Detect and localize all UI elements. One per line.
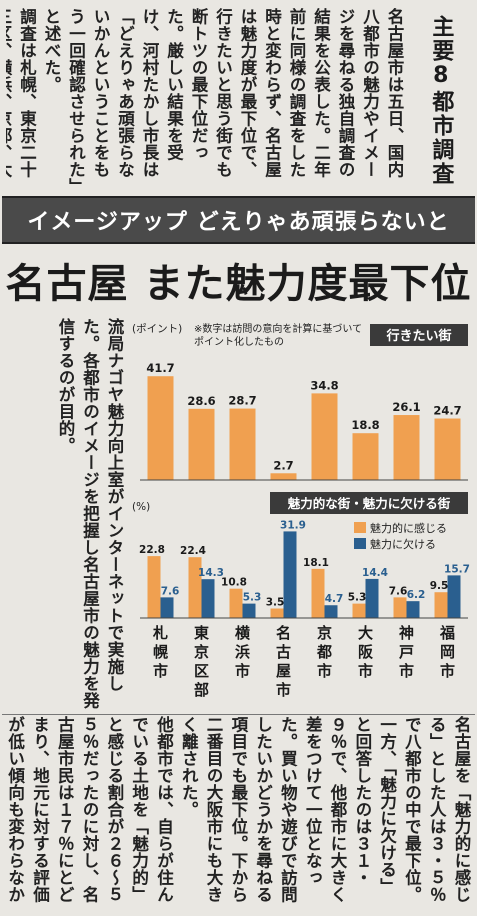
category-label-2-char-4: 部: [194, 681, 209, 699]
category-label-3-char-2: 浜: [235, 643, 250, 661]
chart2-bar-s1-5: [311, 568, 325, 618]
chart2-bar-s1-8: [434, 592, 448, 618]
chart2-value-label-s2-7: 6.2: [407, 589, 426, 601]
category-label-6-char-2: 阪: [358, 643, 374, 661]
chart-area: (ポイント) ※数字は訪問の意向を計算に基づいて ポイント化したもの 行きたい街 41.…: [130, 318, 473, 714]
chart1-title-box: [370, 324, 468, 346]
chart2-bar-s1-3: [229, 588, 243, 618]
chart2-bar-s1-7: [393, 597, 407, 618]
category-label-5-char-2: 都: [316, 643, 332, 661]
category-label-4-char-4: 市: [276, 681, 291, 699]
chart2-legend-label-1: 魅力的に感じる: [370, 521, 447, 535]
chart1-bar-2: [188, 408, 215, 480]
article-intro-column: 流局ナゴヤ魅力向上室がインターネットで実施した。各都市のイメージを把握し名古屋市…: [56, 318, 124, 709]
chart2-value-label-s2-1: 7.6: [161, 585, 180, 597]
category-label-1-char-1: 札: [152, 624, 168, 642]
article-top-body: 名古屋市は五日、国内八都市の魅力やイメージを尋ねる独自調査の結果を公表した。二年…: [6, 8, 404, 187]
chart2-value-label-s1-3: 10.8: [221, 577, 247, 589]
chart2-value-label-s2-2: 14.3: [198, 567, 224, 579]
chart1-bar-8: [434, 418, 461, 480]
category-label-8-char-1: 福: [439, 624, 455, 642]
chart1-bar-6: [352, 433, 379, 480]
chart1-value-label-6: 18.8: [351, 418, 379, 432]
chart1-bar-7: [393, 415, 420, 480]
main-headline: 名古屋 また魅力度最下位: [5, 260, 472, 307]
category-label-2-char-1: 東: [194, 624, 209, 642]
category-label-5-char-3: 市: [317, 662, 332, 680]
category-label-4-char-3: 屋: [276, 662, 291, 680]
chart1-value-label-2: 28.6: [187, 394, 215, 408]
chart2-bar-s2-7: [406, 601, 420, 618]
chart1-ylabel: (ポイント): [132, 323, 182, 335]
chart2-bar-s2-3: [242, 603, 256, 618]
category-label-3-char-1: 横: [235, 624, 251, 642]
chart2-legend-swatch-1: [354, 522, 366, 533]
divider: [2, 714, 475, 715]
chart2-value-label-s1-1: 22.8: [139, 544, 165, 556]
chart1-value-label-5: 34.8: [310, 378, 338, 392]
chart2-value-label-s1-7: 7.6: [389, 585, 408, 597]
chart2-title: 魅力的な街・魅力に欠ける街: [288, 496, 451, 511]
chart1-bar-5: [311, 393, 338, 480]
chart2-value-label-s1-5: 18.1: [303, 557, 329, 569]
chart1-bar-1: [147, 376, 174, 480]
category-label-8-char-3: 市: [440, 662, 455, 680]
chart2-value-label-s1-2: 22.4: [180, 545, 206, 557]
category-label-2-char-2: 京: [194, 643, 209, 661]
chart1-title: 行きたい街: [385, 328, 451, 344]
article-bottom-body: 名古屋を「魅力的に感じる」とした人は３・５％で八都市の中で最下位。一方、「魅力に…: [6, 716, 471, 903]
chart2-value-label-s1-8: 9.5: [430, 580, 449, 592]
chart2-legend-label-2: 魅力に欠ける: [370, 537, 436, 551]
category-label-4-char-2: 古: [276, 643, 291, 661]
chart2-bar-s2-4: [283, 531, 297, 618]
chart2-bar-s1-2: [188, 557, 202, 618]
category-label-6-char-3: 市: [358, 662, 373, 680]
article-kicker: 主要8都市調査: [428, 14, 454, 186]
chart2-value-label-s2-6: 14.4: [362, 567, 388, 579]
category-label-1-char-2: 幌: [153, 643, 168, 661]
chart2-bar-s2-5: [324, 605, 338, 618]
chart2-ylabel: (%): [132, 501, 150, 513]
chart2-value-label-s1-6: 5.3: [348, 592, 367, 604]
category-label-8-char-2: 岡: [440, 643, 455, 661]
chart2-value-label-s2-5: 4.7: [325, 593, 344, 605]
chart1-note-line2: ポイント化したもの: [194, 335, 284, 348]
chart1-bar-3: [229, 408, 256, 480]
category-label-3-char-3: 市: [235, 662, 250, 680]
category-label-2-char-3: 区: [194, 662, 209, 680]
category-label-6-char-1: 大: [358, 624, 373, 642]
chart1-value-label-1: 41.7: [146, 361, 174, 375]
chart1-note-line1: ※数字は訪問の意向を計算に基づいて: [194, 322, 362, 335]
chart2-value-label-s2-3: 5.3: [243, 592, 262, 604]
chart2-bar-s2-2: [201, 579, 215, 618]
chart2-bar-s1-4: [270, 608, 284, 618]
category-label-4-char-1: 名: [276, 624, 291, 642]
category-label-5-char-1: 京: [317, 624, 332, 642]
category-label-7-char-1: 神: [399, 624, 414, 642]
subheadline-banner: イメージアップ どえりゃあ頑張らないと: [2, 196, 475, 244]
chart2-bar-s2-1: [160, 597, 174, 618]
chart2-bar-s1-6: [352, 603, 366, 618]
chart2-bar-s2-8: [447, 575, 461, 618]
chart2-title-box: [270, 492, 468, 514]
chart2-value-label-s2-4: 31.9: [280, 519, 306, 531]
category-label-1-char-3: 市: [153, 662, 168, 680]
chart1-value-label-4: 2.7: [273, 458, 293, 472]
chart2-value-label-s1-4: 3.5: [266, 597, 285, 609]
chart1-value-label-8: 24.7: [433, 404, 461, 418]
chart2-bar-s2-6: [365, 578, 379, 618]
chart2-value-label-s2-8: 15.7: [444, 563, 470, 575]
chart1-value-label-7: 26.1: [392, 400, 420, 414]
category-label-7-char-2: 戸: [399, 643, 414, 661]
chart1-value-label-3: 28.7: [228, 394, 256, 408]
chart2-bar-s1-1: [147, 556, 161, 618]
chart1-bar-4: [270, 473, 297, 480]
category-label-7-char-3: 市: [399, 662, 414, 680]
chart2-legend-swatch-2: [354, 538, 366, 549]
